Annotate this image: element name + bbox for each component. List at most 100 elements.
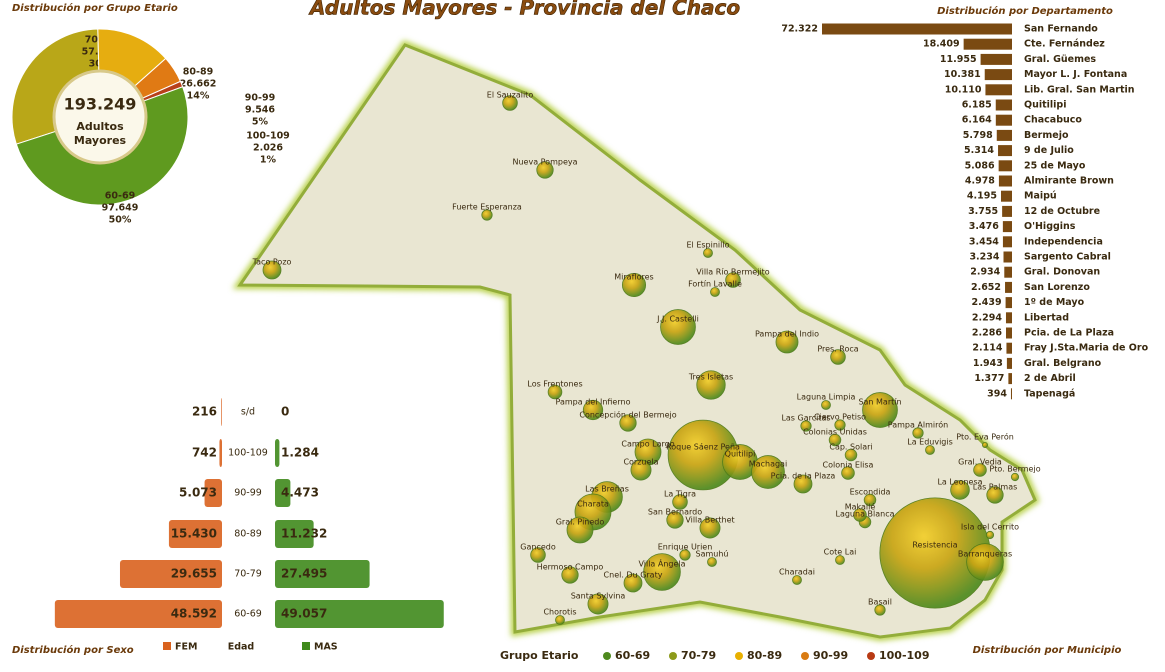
department-bar	[980, 53, 1012, 65]
municipality-bubble	[775, 330, 799, 354]
municipality-name: Pto. Eva Perón	[956, 432, 1014, 442]
department-name: Tapenagá	[1024, 388, 1075, 399]
legend-dot	[801, 652, 809, 660]
department-value: 18.409	[923, 39, 960, 50]
sex-value: 5.073	[179, 486, 217, 500]
municipality-bubble	[623, 573, 643, 593]
department-value: 2.652	[971, 282, 1001, 293]
municipality-name: Chorotis	[543, 608, 576, 617]
municipality-bubble	[502, 95, 518, 111]
municipality-name: Ciervo Petiso	[814, 413, 866, 422]
legend-label: FEM	[175, 642, 197, 653]
department-value: 5.086	[965, 160, 995, 171]
fem-bar	[221, 398, 222, 426]
age-label: 100-109	[228, 448, 268, 459]
legend-label: 80-89	[747, 649, 782, 662]
department-name: Lib. Gral. San Martin	[1024, 84, 1135, 95]
department-name: 1º de Mayo	[1024, 297, 1085, 308]
municipality-bubble	[566, 516, 594, 544]
sex-value: 15.430	[171, 527, 217, 541]
municipality-bubble	[672, 494, 688, 510]
legend-label: 100-109	[879, 649, 930, 662]
department-name: Libertad	[1024, 312, 1069, 323]
department-value: 3.454	[969, 236, 999, 247]
municipality-bubble	[696, 370, 726, 400]
municipality-bubble	[561, 566, 579, 584]
legend-swatch	[302, 642, 310, 650]
pie-share-label: 14%	[187, 91, 210, 102]
sex-value: 27.495	[281, 567, 327, 581]
pie-center-line: Mayores	[74, 134, 127, 147]
municipality-name: Machagai	[749, 460, 787, 469]
municipality-bubble	[844, 448, 858, 462]
department-value: 3.234	[969, 252, 999, 263]
municipality-bubble	[830, 349, 846, 365]
department-bar	[1000, 190, 1012, 202]
municipality-bubble	[481, 209, 493, 221]
municipality-bubble	[874, 604, 886, 616]
municipality-name: Los Frentones	[527, 380, 582, 389]
department-bar	[1004, 266, 1012, 278]
fem-bar	[54, 600, 222, 628]
municipality-name: Isla del Cerrito	[961, 523, 1019, 532]
fem-bar	[219, 439, 222, 467]
department-bar	[995, 114, 1012, 126]
department-name: O'Higgins	[1024, 221, 1076, 232]
department-value: 6.185	[962, 100, 992, 111]
department-name: Chacabuco	[1024, 115, 1082, 126]
pie-share-label: 50%	[109, 215, 132, 226]
legend-label: 90-99	[813, 649, 848, 662]
department-bar	[995, 99, 1012, 111]
department-bar	[1005, 327, 1012, 339]
pie-value-label: 26.662	[180, 79, 217, 90]
age-label: 90-99	[234, 488, 262, 499]
municipality-bubble	[710, 287, 720, 297]
municipality-bubble	[841, 466, 855, 480]
municipality-bubble	[751, 455, 785, 489]
department-name: Gral. Donovan	[1024, 267, 1100, 278]
sex-value: 216	[192, 405, 217, 419]
municipality-name: Laguna Limpia	[797, 393, 856, 402]
municipality-name: Cap. Solari	[829, 443, 872, 452]
department-name: Sargento Cabral	[1024, 252, 1111, 263]
municipality-bubble	[973, 463, 987, 477]
municipality-name: Colonias Unidas	[803, 428, 867, 437]
department-value: 3.476	[969, 221, 999, 232]
municipality-name: Villa Ángela	[638, 558, 685, 569]
municipality-name: Gral. Vedia	[958, 458, 1002, 467]
municipality-name: Campo Largo	[621, 440, 674, 449]
age-label: 70-79	[234, 569, 262, 580]
municipality-bubble	[1010, 472, 1020, 482]
municipality-name: Enrique Urien	[658, 543, 713, 552]
municipality-name: El Sauzalito	[487, 91, 534, 100]
department-name: Mayor L. J. Fontana	[1024, 69, 1127, 80]
department-name: 12 de Octubre	[1024, 206, 1100, 217]
sex-value: 48.592	[171, 607, 217, 621]
municipality-bubble	[660, 309, 696, 345]
department-value: 2.114	[972, 343, 1002, 354]
municipality-bubble	[835, 555, 845, 565]
municipality-name: Pto. Bermejo	[989, 465, 1040, 474]
municipality-name: Santa Sylvina	[571, 592, 626, 601]
mas-bar	[275, 600, 444, 628]
municipality-name: Resistencia	[912, 541, 957, 550]
department-value: 6.164	[962, 115, 992, 126]
municipality-bubble	[630, 459, 652, 481]
department-bar	[1008, 373, 1012, 385]
municipality-name: Fuerte Esperanza	[452, 203, 522, 212]
municipality-name: Taco Pozo	[252, 258, 292, 267]
legend-label: MAS	[314, 642, 338, 653]
department-name: Maipú	[1024, 191, 1057, 202]
pie-share-label: 1%	[260, 155, 277, 166]
department-bar	[1002, 221, 1012, 233]
municipality-name: Basail	[868, 598, 892, 607]
municipality-name: San Martín	[858, 398, 901, 407]
sex-value: 29.655	[171, 567, 217, 581]
department-bar	[985, 84, 1012, 96]
municipality-bubble	[530, 547, 546, 563]
municipality-bubble	[547, 384, 563, 400]
municipality-name: Las Garcitas	[781, 414, 830, 423]
municipality-bubble	[792, 575, 802, 585]
department-value: 5.314	[964, 145, 994, 156]
